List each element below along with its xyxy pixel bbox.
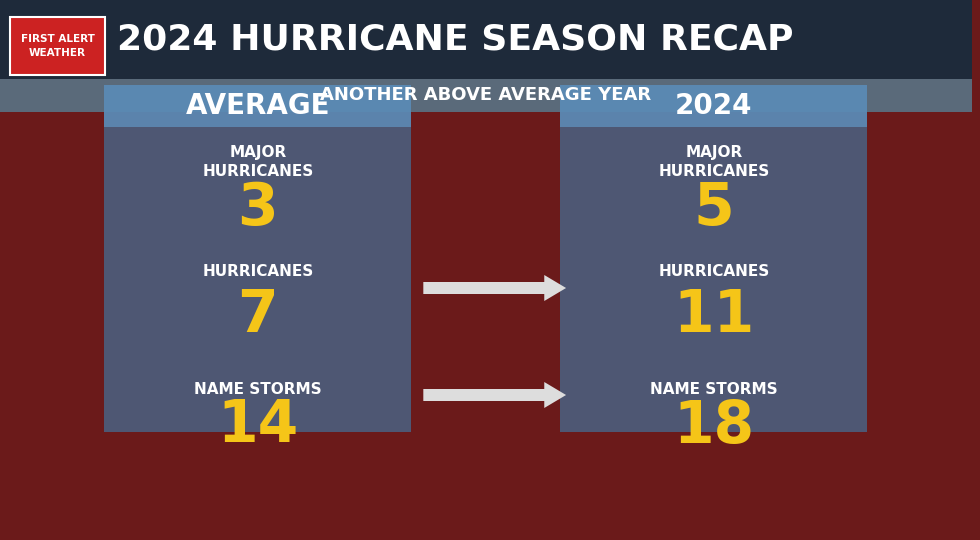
FancyBboxPatch shape — [10, 17, 105, 75]
Text: 11: 11 — [673, 287, 755, 345]
Text: 2024 HURRICANE SEASON RECAP: 2024 HURRICANE SEASON RECAP — [117, 23, 794, 57]
FancyArrow shape — [423, 275, 566, 301]
Text: MAJOR
HURRICANES: MAJOR HURRICANES — [202, 145, 314, 179]
Text: 14: 14 — [218, 397, 298, 455]
Text: NAME STORMS: NAME STORMS — [650, 382, 777, 397]
FancyBboxPatch shape — [0, 79, 971, 112]
Text: MAJOR
HURRICANES: MAJOR HURRICANES — [659, 145, 769, 179]
FancyBboxPatch shape — [104, 85, 412, 127]
Text: 18: 18 — [673, 397, 755, 455]
FancyArrow shape — [423, 382, 566, 408]
FancyBboxPatch shape — [561, 85, 867, 127]
Text: HURRICANES: HURRICANES — [202, 265, 314, 280]
Text: ANOTHER ABOVE AVERAGE YEAR: ANOTHER ABOVE AVERAGE YEAR — [320, 86, 652, 104]
FancyBboxPatch shape — [104, 127, 412, 432]
Text: 7: 7 — [237, 287, 278, 345]
Text: 3: 3 — [237, 179, 278, 237]
Text: AVERAGE: AVERAGE — [185, 92, 330, 120]
Text: 2024: 2024 — [675, 92, 753, 120]
Text: HURRICANES: HURRICANES — [659, 265, 769, 280]
FancyBboxPatch shape — [0, 0, 971, 80]
Text: NAME STORMS: NAME STORMS — [194, 382, 321, 397]
FancyBboxPatch shape — [561, 127, 867, 432]
Text: 5: 5 — [694, 179, 734, 237]
Text: FIRST ALERT
WEATHER: FIRST ALERT WEATHER — [21, 35, 94, 58]
